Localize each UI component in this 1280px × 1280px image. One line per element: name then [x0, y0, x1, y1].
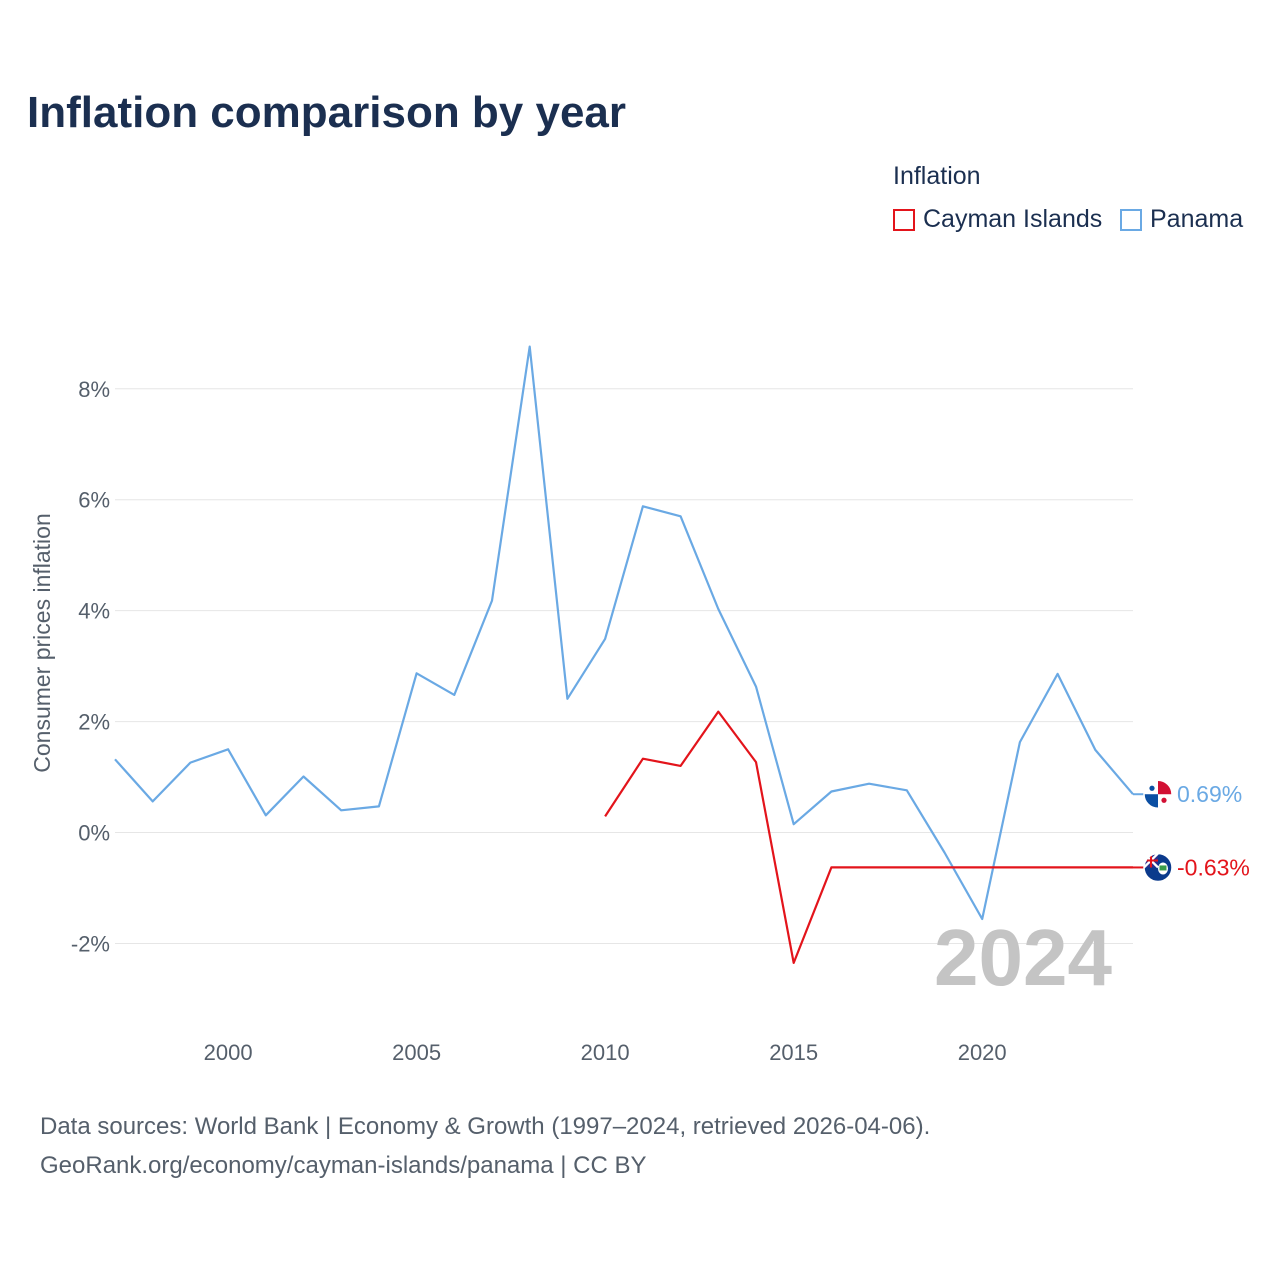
legend-swatch-panama: [1120, 208, 1142, 231]
y-tick-label: 6%: [78, 488, 110, 513]
x-tick-label: 2020: [958, 1040, 1007, 1065]
y-axis-label: Consumer prices inflation: [29, 513, 55, 773]
footer: Data sources: World Bank | Economy & Gro…: [40, 1107, 930, 1185]
legend-label-cayman-islands: Cayman Islands: [923, 205, 1103, 233]
x-tick-label: 2010: [581, 1040, 630, 1065]
series-line-panama[interactable]: [114, 345, 1134, 921]
chart-title: Inflation comparison by year: [27, 88, 627, 137]
panama-flag-icon: [1143, 779, 1173, 809]
series-lines: [114, 345, 1134, 965]
y-tick-label: -2%: [71, 931, 110, 956]
x-tick-label: 2015: [769, 1040, 818, 1065]
y-tick-label: 2%: [78, 710, 110, 735]
legend-swatch-cayman-islands: [893, 208, 915, 231]
current-year-label: 2024: [934, 913, 1112, 1002]
x-tick-labels: 2000 2005 2010 2015 2020: [204, 1040, 1007, 1065]
y-tick-label: 4%: [78, 599, 110, 624]
end-value-label-panama: 0.69%: [1177, 781, 1242, 807]
y-tick-label: 0%: [78, 821, 110, 846]
gridlines: [115, 388, 1133, 944]
series-end-markers: 0.69% -0.63%: [1133, 779, 1250, 883]
legend-title: Inflation: [893, 162, 981, 190]
cayman-islands-flag-icon: [1143, 852, 1173, 883]
legend-item-panama[interactable]: Panama: [1120, 205, 1243, 234]
x-tick-label: 2005: [392, 1040, 441, 1065]
y-tick-labels: -2% 0% 2% 4% 6% 8%: [71, 377, 110, 957]
y-tick-label: 8%: [78, 377, 110, 402]
x-tick-label: 2000: [204, 1040, 253, 1065]
end-value-label-cayman-islands: -0.63%: [1177, 854, 1250, 880]
series-line-cayman-islands[interactable]: [604, 710, 1133, 965]
legend-label-panama: Panama: [1150, 205, 1244, 233]
legend-item-cayman-islands[interactable]: Cayman Islands: [893, 205, 1102, 234]
source-url-text[interactable]: GeoRank.org/economy/cayman-islands/panam…: [40, 1152, 647, 1179]
data-source-text: Data sources: World Bank | Economy & Gro…: [40, 1113, 931, 1140]
